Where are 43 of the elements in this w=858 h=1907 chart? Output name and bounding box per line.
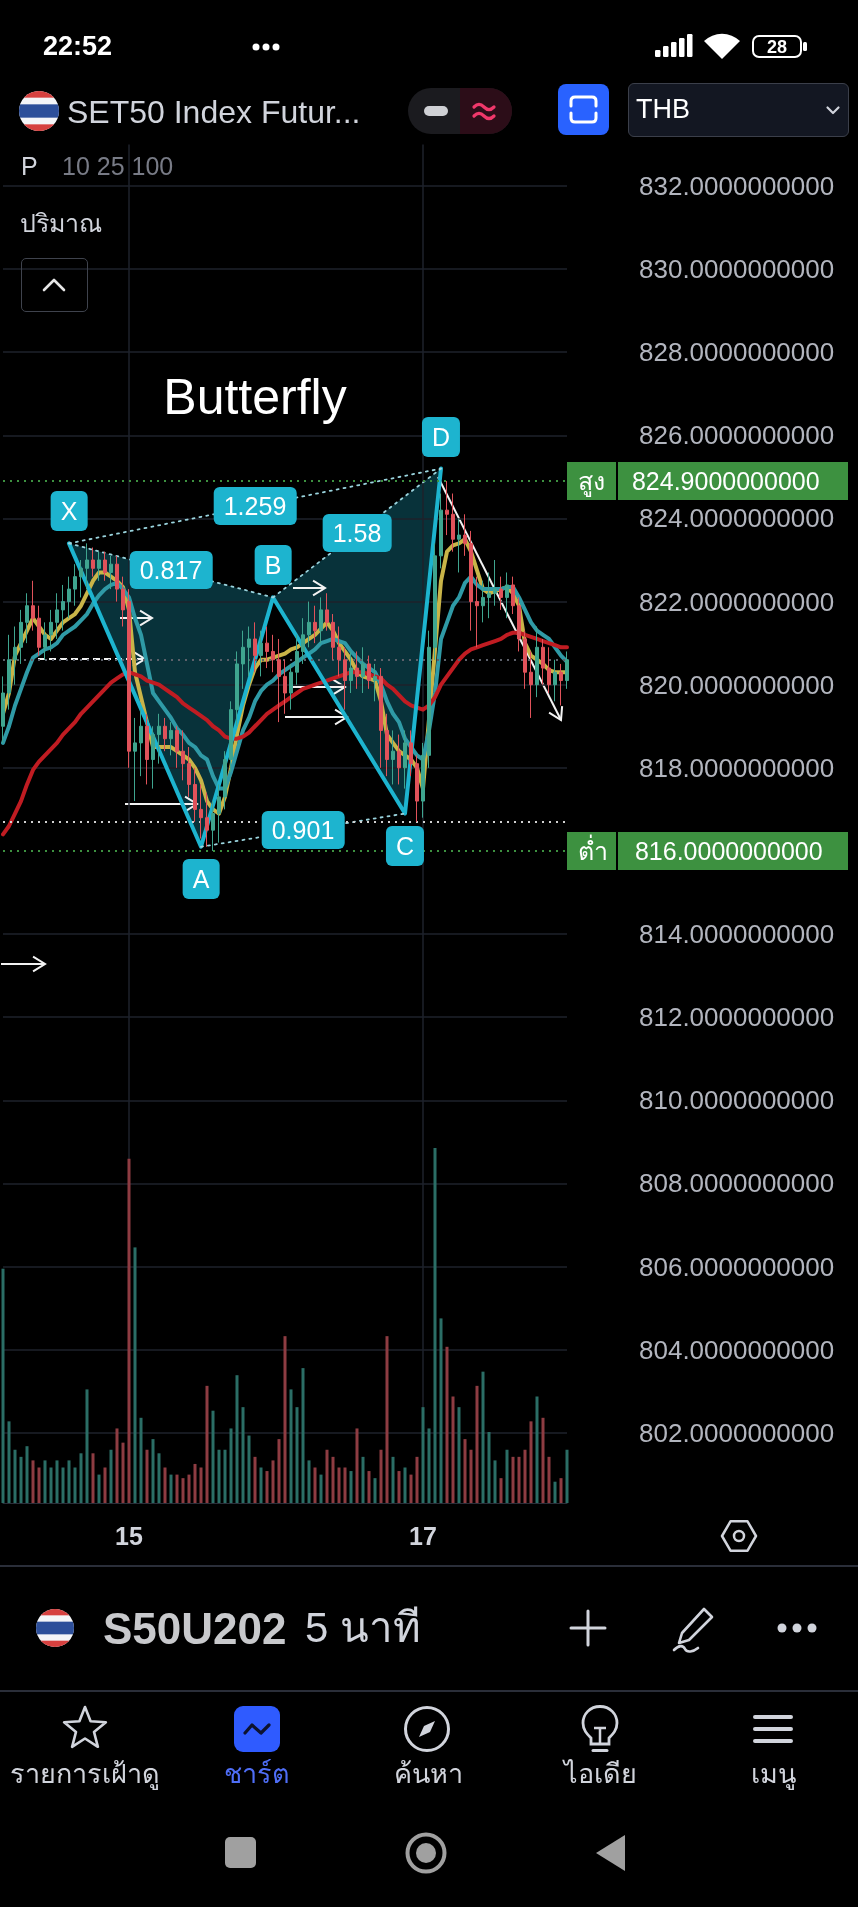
y-tick-label: 808.0000000000 — [639, 1168, 835, 1199]
annotation: 0.817 — [129, 551, 213, 590]
data-label: A — [182, 858, 220, 899]
data-label: C — [385, 825, 425, 866]
text: THB — [636, 93, 690, 127]
ref-line-label: ต่ำ 816.0000000000 — [567, 831, 848, 870]
y-tick-label: 820.0000000000 — [639, 669, 835, 700]
text: ชาร์ต — [224, 1758, 290, 1792]
y-tick-label: 818.0000000000 — [639, 752, 835, 783]
annotation: 1.58 — [322, 513, 392, 552]
y-tick-label: 810.0000000000 — [639, 1085, 835, 1116]
data-label: B — [254, 545, 292, 586]
annotation: 1.259 — [213, 486, 297, 525]
annotation: P — [21, 151, 38, 183]
x-tick-label: 17 — [409, 1521, 437, 1550]
text: 28 — [766, 35, 788, 58]
y-tick-label: 804.0000000000 — [639, 1334, 835, 1365]
annotation: 0.901 — [261, 811, 345, 850]
y-tick-label: 802.0000000000 — [639, 1417, 835, 1448]
y-tick-label: 824.0000000000 — [639, 503, 835, 534]
text: ค้นหา — [393, 1758, 463, 1792]
y-tick-label: 826.0000000000 — [639, 420, 835, 451]
text: เมนู — [750, 1758, 796, 1792]
y-tick-label: 806.0000000000 — [639, 1251, 835, 1282]
text: ไอเดีย — [563, 1758, 637, 1792]
ref-line-label: สูง 824.9000000000 — [567, 462, 848, 501]
y-tick-label: 828.0000000000 — [639, 337, 835, 368]
text: รายการเฝ้าดู — [10, 1758, 160, 1792]
text: 22:52 — [43, 30, 113, 64]
y-tick-label: 832.0000000000 — [639, 170, 835, 201]
data-label: D — [421, 416, 461, 457]
chart-title: SET50 Index Futur... — [67, 93, 361, 132]
y-tick-label: 822.0000000000 — [639, 586, 835, 617]
text: S50U202 — [103, 1602, 287, 1655]
y-tick-label: 830.0000000000 — [639, 254, 835, 285]
data-label: X — [50, 491, 88, 532]
y-tick-label: 814.0000000000 — [639, 919, 835, 950]
x-tick-label: 15 — [115, 1521, 143, 1550]
annotation: 10 25 100 — [62, 151, 174, 183]
y-tick-label: 812.0000000000 — [639, 1002, 835, 1033]
text: Butterfly — [163, 367, 347, 427]
text: 5 นาที — [305, 1602, 422, 1653]
chart-title: ปริมาณ — [20, 208, 102, 240]
